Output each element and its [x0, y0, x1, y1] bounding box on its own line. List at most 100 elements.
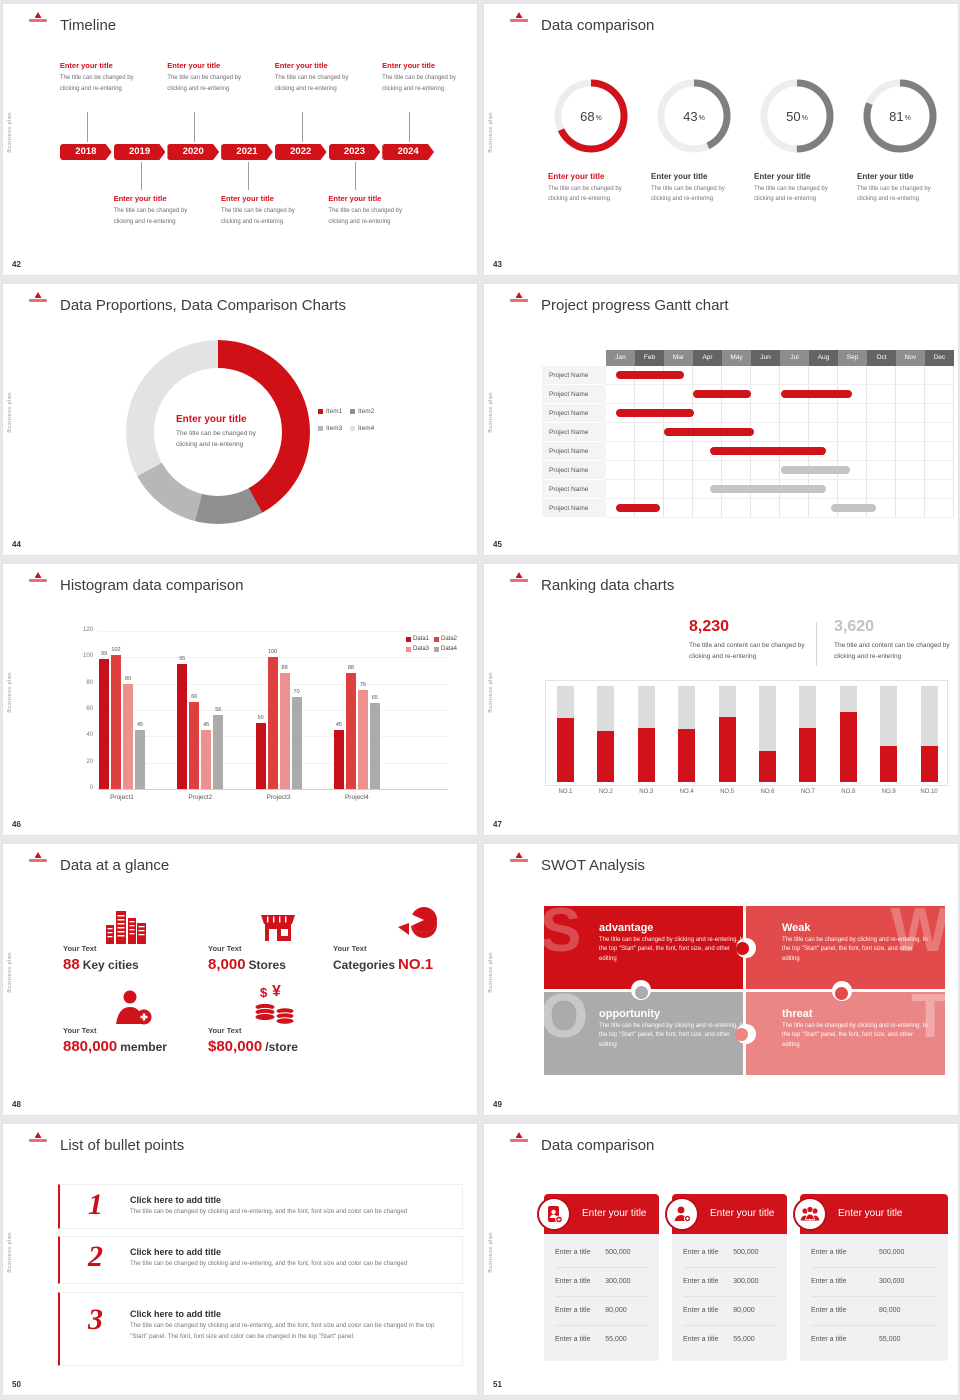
ranking-bar [678, 729, 696, 782]
table-row: Enter a title 300,000 [811, 1268, 937, 1297]
ring-caption: Enter your title The title can be changed… [857, 172, 949, 204]
ring-percent: 43% [683, 108, 705, 124]
logo-wordmark [29, 19, 47, 22]
stat-label: Your Text [63, 1026, 97, 1035]
stat-primary: 8,230 The title and content can be chang… [689, 618, 817, 662]
gantt-month: Sep [838, 350, 867, 366]
brand-logo [29, 572, 47, 582]
ranking-bar [880, 745, 898, 782]
legend-item: Item1 [318, 408, 342, 415]
histogram-bar [99, 658, 109, 789]
timeline-entry: Enter your title The title can be changed… [328, 194, 424, 228]
timeline-entry-body: The title can be changed by clicking and… [221, 208, 295, 225]
histogram-bar [123, 683, 133, 789]
member-icon [111, 988, 155, 1031]
slide-44-donut[interactable]: Business plan Data Proportions, Data Com… [2, 283, 478, 556]
svg-text:$: $ [260, 985, 268, 1000]
gantt-row-label: Project Name [542, 404, 606, 423]
timeline-year: 2020 [167, 144, 219, 160]
slide-title: Data comparison [541, 1137, 655, 1154]
gantt-month: Feb [635, 350, 664, 366]
gantt-row: Project Name [542, 366, 954, 385]
stat-value: 3,620 [834, 618, 875, 635]
stat-value: 880,000 member [63, 1038, 167, 1055]
legend-item: Data4 [434, 646, 457, 652]
ring-percent: 50% [786, 108, 808, 124]
ring-chart: 68% [551, 76, 631, 156]
timeline-entry-title: Enter your title [59, 61, 113, 70]
slide-side-label: Business plan [488, 392, 494, 433]
donut-chart: Enter your title The title can be change… [126, 340, 310, 524]
ranking-category: NO.3 [639, 789, 654, 795]
timeline-connector [248, 162, 249, 190]
gantt-row-track [606, 480, 954, 499]
gantt-row-label: Project Name [542, 461, 606, 480]
timeline-entry-body: The title can be changed by clicking and… [59, 75, 134, 92]
gantt-bar [710, 447, 827, 455]
legend-item: Data1 [406, 636, 429, 642]
slide-43-data-comparison[interactable]: Business plan Data comparison 43 68% Ente… [483, 3, 959, 276]
stat-value: $80,000/store [208, 1038, 298, 1055]
slide-number: 48 [12, 1100, 21, 1109]
table-card-body: Enter a title 500,000 Enter a title 300,000… [544, 1234, 659, 1361]
slide-title: Data comparison [541, 17, 655, 34]
bullet-number: 3 [88, 1303, 103, 1336]
bullet-item: 2 Click here to add title The title can … [58, 1236, 463, 1284]
ring-chart: 50% [757, 76, 837, 156]
slide-45-gantt[interactable]: Business plan Project progress Gantt cha… [483, 283, 959, 556]
x-axis-label: Project1 [110, 794, 134, 801]
slide-51-data-comparison[interactable]: Business plan Data comparison 51 Enter y… [483, 1123, 959, 1396]
gantt-row: Project Name [542, 442, 954, 461]
histogram-bar [135, 729, 145, 789]
timeline-year: 2022 [275, 144, 327, 160]
user-plus-icon [665, 1197, 699, 1231]
ranking-category: NO.2 [598, 789, 613, 795]
swot-quadrant-body: The title can be changed by clicking and… [782, 937, 928, 962]
gantt-row: Project Name [542, 404, 954, 423]
swot-quadrant-advantage: S advantage The title can be changed by … [544, 906, 743, 989]
gantt-row-label: Project Name [542, 442, 606, 461]
gantt-row-track [606, 385, 954, 404]
gantt-month: May [722, 350, 751, 366]
legend-swatch [318, 426, 323, 431]
y-axis-tick: 0 [89, 785, 93, 791]
table-row-label: Enter a title [555, 1307, 591, 1314]
slide-42-timeline[interactable]: Business plan Timeline 42 2018 2019 2020 20… [2, 3, 478, 276]
ranking-category: NO.7 [800, 789, 815, 795]
slide-50-bullets[interactable]: Business plan List of bullet points 50 1… [2, 1123, 478, 1396]
bar-value-label: 45 [203, 721, 210, 728]
gantt-row-label: Project Name [542, 385, 606, 404]
gantt-month: Aug [809, 350, 838, 366]
timeline-entry-title: Enter your title [328, 194, 382, 203]
puzzle-tab [736, 941, 749, 955]
gantt-row-track [606, 442, 954, 461]
bullet-title: Click here to add title [130, 1309, 222, 1319]
slide-47-ranking[interactable]: Business plan Ranking data charts 47 8,2… [483, 563, 959, 836]
ring-caption: Enter your title The title can be changed… [754, 172, 846, 204]
ranking-category: NO.6 [760, 789, 775, 795]
legend-swatch [406, 636, 411, 642]
slide-49-swot[interactable]: Business plan SWOT Analysis 49 S advanta… [483, 843, 959, 1116]
x-axis-label: Project2 [188, 794, 213, 801]
ranking-bar [920, 745, 938, 782]
gantt-months: Jan Feb Mar Apr May Jun Jul Aug Sep Oct Nov Dec [606, 350, 954, 366]
bullet-title: Click here to add title [130, 1247, 222, 1257]
ranking-category: NO.1 [558, 789, 573, 795]
timeline-entry: Enter your title The title can be changed… [167, 61, 263, 95]
stat-label: Your Text [208, 944, 242, 953]
gantt-bar [616, 409, 695, 417]
slide-48-glance[interactable]: Business plan Data at a glance 48 Your T… [2, 843, 478, 1116]
gantt-month: Jan [606, 350, 635, 366]
logo-mark-icon [34, 572, 42, 578]
histogram-bar [255, 723, 266, 789]
stat-value: 88 Key cities [63, 956, 139, 973]
gantt-row-track [606, 461, 954, 480]
slide-number: 47 [493, 820, 502, 829]
bar-value-label: 70 [293, 688, 300, 695]
slide-46-histogram[interactable]: Business plan Histogram data comparison … [2, 563, 478, 836]
table-row-label: Enter a title [683, 1278, 719, 1285]
ring-body: The title can be changed by clicking and… [754, 186, 828, 203]
table-row-label: Enter a title [811, 1278, 847, 1285]
gantt-bar [693, 390, 751, 398]
histogram-bar [267, 657, 278, 789]
